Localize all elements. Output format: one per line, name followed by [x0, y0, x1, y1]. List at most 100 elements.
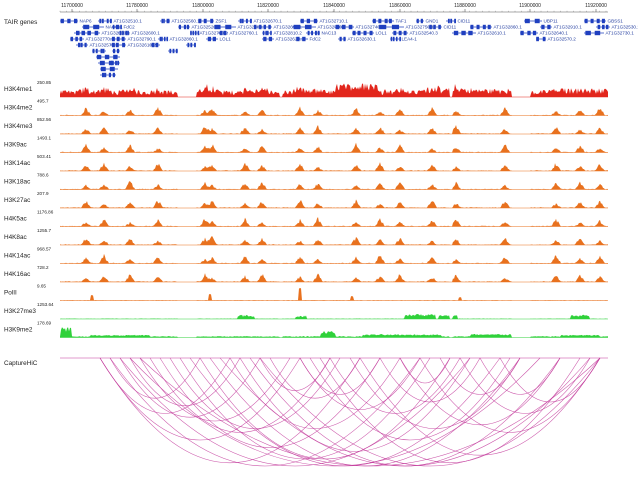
- ruler-tick-label: 11920000: [585, 3, 607, 9]
- capture-hic-track[interactable]: CaptureHiC: [4, 358, 608, 466]
- genes-track-label: TAIR genes: [4, 19, 37, 26]
- gene-model[interactable]: [92, 49, 106, 53]
- gene-exon: [81, 31, 85, 35]
- gene-exon: [115, 61, 117, 65]
- gene-model[interactable]: [112, 49, 120, 53]
- gene-label: TAF1: [396, 19, 407, 24]
- gene-model[interactable]: AT1G32630.1: [338, 37, 376, 42]
- gene-model[interactable]: AT1G32540.3: [392, 31, 438, 36]
- gene-model[interactable]: LEA4-1: [390, 37, 417, 42]
- gene-label: AT1G32810.2: [274, 31, 303, 36]
- track-label: H3K4me1: [4, 86, 33, 93]
- gene-label: AT1G32710.1: [320, 19, 349, 24]
- gene-model[interactable]: AT1G32570.2: [536, 37, 576, 42]
- gene-label: AT1G32760.1: [230, 31, 259, 36]
- gene-model[interactable]: AT1G32710.1: [300, 19, 348, 24]
- gene-exon: [301, 19, 304, 23]
- track-scale: 968.57: [37, 247, 51, 252]
- gene-model[interactable]: AT1G32790.1: [110, 37, 156, 42]
- gene-model[interactable]: AT1G32610.2: [110, 43, 156, 48]
- gene-exon: [70, 37, 73, 41]
- gene-model[interactable]: [168, 49, 178, 53]
- gene-model[interactable]: AT1G32760.1: [218, 31, 258, 36]
- gene-exon: [468, 31, 472, 35]
- gene-model[interactable]: [100, 73, 116, 77]
- gene-exon: [76, 31, 80, 35]
- gene-model[interactable]: AT1G32560.1: [160, 19, 200, 24]
- gene-model[interactable]: AT1G32750.1: [378, 25, 434, 30]
- signal-area: [60, 199, 608, 208]
- gene-label: AT1G32560.1: [172, 19, 201, 24]
- gene-model[interactable]: ZSF1: [198, 19, 227, 24]
- gene-model[interactable]: AT1G32910.1: [540, 25, 582, 30]
- gene-model[interactable]: [96, 55, 120, 59]
- gene-model[interactable]: AT1G32860.1: [470, 25, 522, 30]
- gene-model[interactable]: [100, 67, 118, 71]
- track-scale: 788.6: [37, 173, 49, 178]
- gene-model[interactable]: AT1G32770.1: [70, 37, 114, 42]
- track-scale: 250.85: [37, 80, 51, 85]
- signal-area: [60, 83, 608, 97]
- gene-model[interactable]: [186, 43, 196, 47]
- signal-track[interactable]: H3K4me1 250.85: [4, 80, 608, 97]
- gene-exon: [598, 25, 601, 29]
- interaction-arc: [400, 358, 450, 383]
- gene-exon: [585, 19, 588, 23]
- gene-model[interactable]: AT1G32640.1: [520, 31, 568, 36]
- gene-exon: [96, 49, 98, 53]
- gene-model[interactable]: AT1G32520.1: [178, 25, 220, 30]
- gene-label: AT1G32670.1: [254, 19, 283, 24]
- gene-model[interactable]: TAF1: [372, 19, 407, 24]
- signal-track[interactable]: H3K18ac 788.6: [4, 173, 608, 190]
- gene-exon: [161, 19, 163, 23]
- interaction-arc: [380, 358, 480, 402]
- gene-model[interactable]: AT1G32730.1: [584, 31, 634, 36]
- gene-exon: [399, 31, 402, 35]
- interaction-arc: [350, 358, 520, 429]
- gene-model[interactable]: AT1G32530.1: [596, 25, 638, 30]
- gene-model[interactable]: UBP11: [524, 19, 558, 24]
- gene-model[interactable]: AT1G32860.1: [158, 37, 198, 42]
- gene-model[interactable]: [110, 61, 120, 65]
- gene-exon: [194, 43, 196, 47]
- gene-exon: [547, 25, 550, 29]
- gene-exon: [267, 31, 269, 35]
- gene-exon: [107, 19, 109, 23]
- gene-model[interactable]: LOL1: [352, 31, 387, 36]
- gene-model[interactable]: GBSS1: [584, 19, 623, 24]
- gene-exon: [353, 31, 356, 35]
- gene-model[interactable]: AT1G32510.1: [98, 19, 142, 24]
- track-label: H3K18ac: [4, 179, 31, 186]
- gene-exon: [404, 31, 407, 35]
- gene-model[interactable]: NAC13: [306, 31, 337, 36]
- gene-model[interactable]: NAP6: [60, 19, 92, 24]
- gene-exon: [105, 55, 109, 59]
- ruler-tick-label: 11900000: [519, 3, 541, 9]
- gene-exon: [176, 49, 178, 53]
- gene-label: LEA4-1: [402, 37, 418, 42]
- gene-model[interactable]: AT1G32810.2: [262, 31, 302, 36]
- gene-model[interactable]: AT1G32670.1: [238, 19, 282, 24]
- gene-model[interactable]: AT1G32610.1: [452, 31, 506, 36]
- gene-model[interactable]: GND1: [416, 19, 439, 24]
- gene-model[interactable]: LOL1: [206, 37, 231, 42]
- gene-exon: [250, 19, 252, 23]
- gene-exon: [318, 31, 320, 35]
- gene-model[interactable]: CID11: [446, 19, 471, 24]
- interaction-arc: [120, 358, 470, 466]
- interaction-arc: [270, 358, 360, 398]
